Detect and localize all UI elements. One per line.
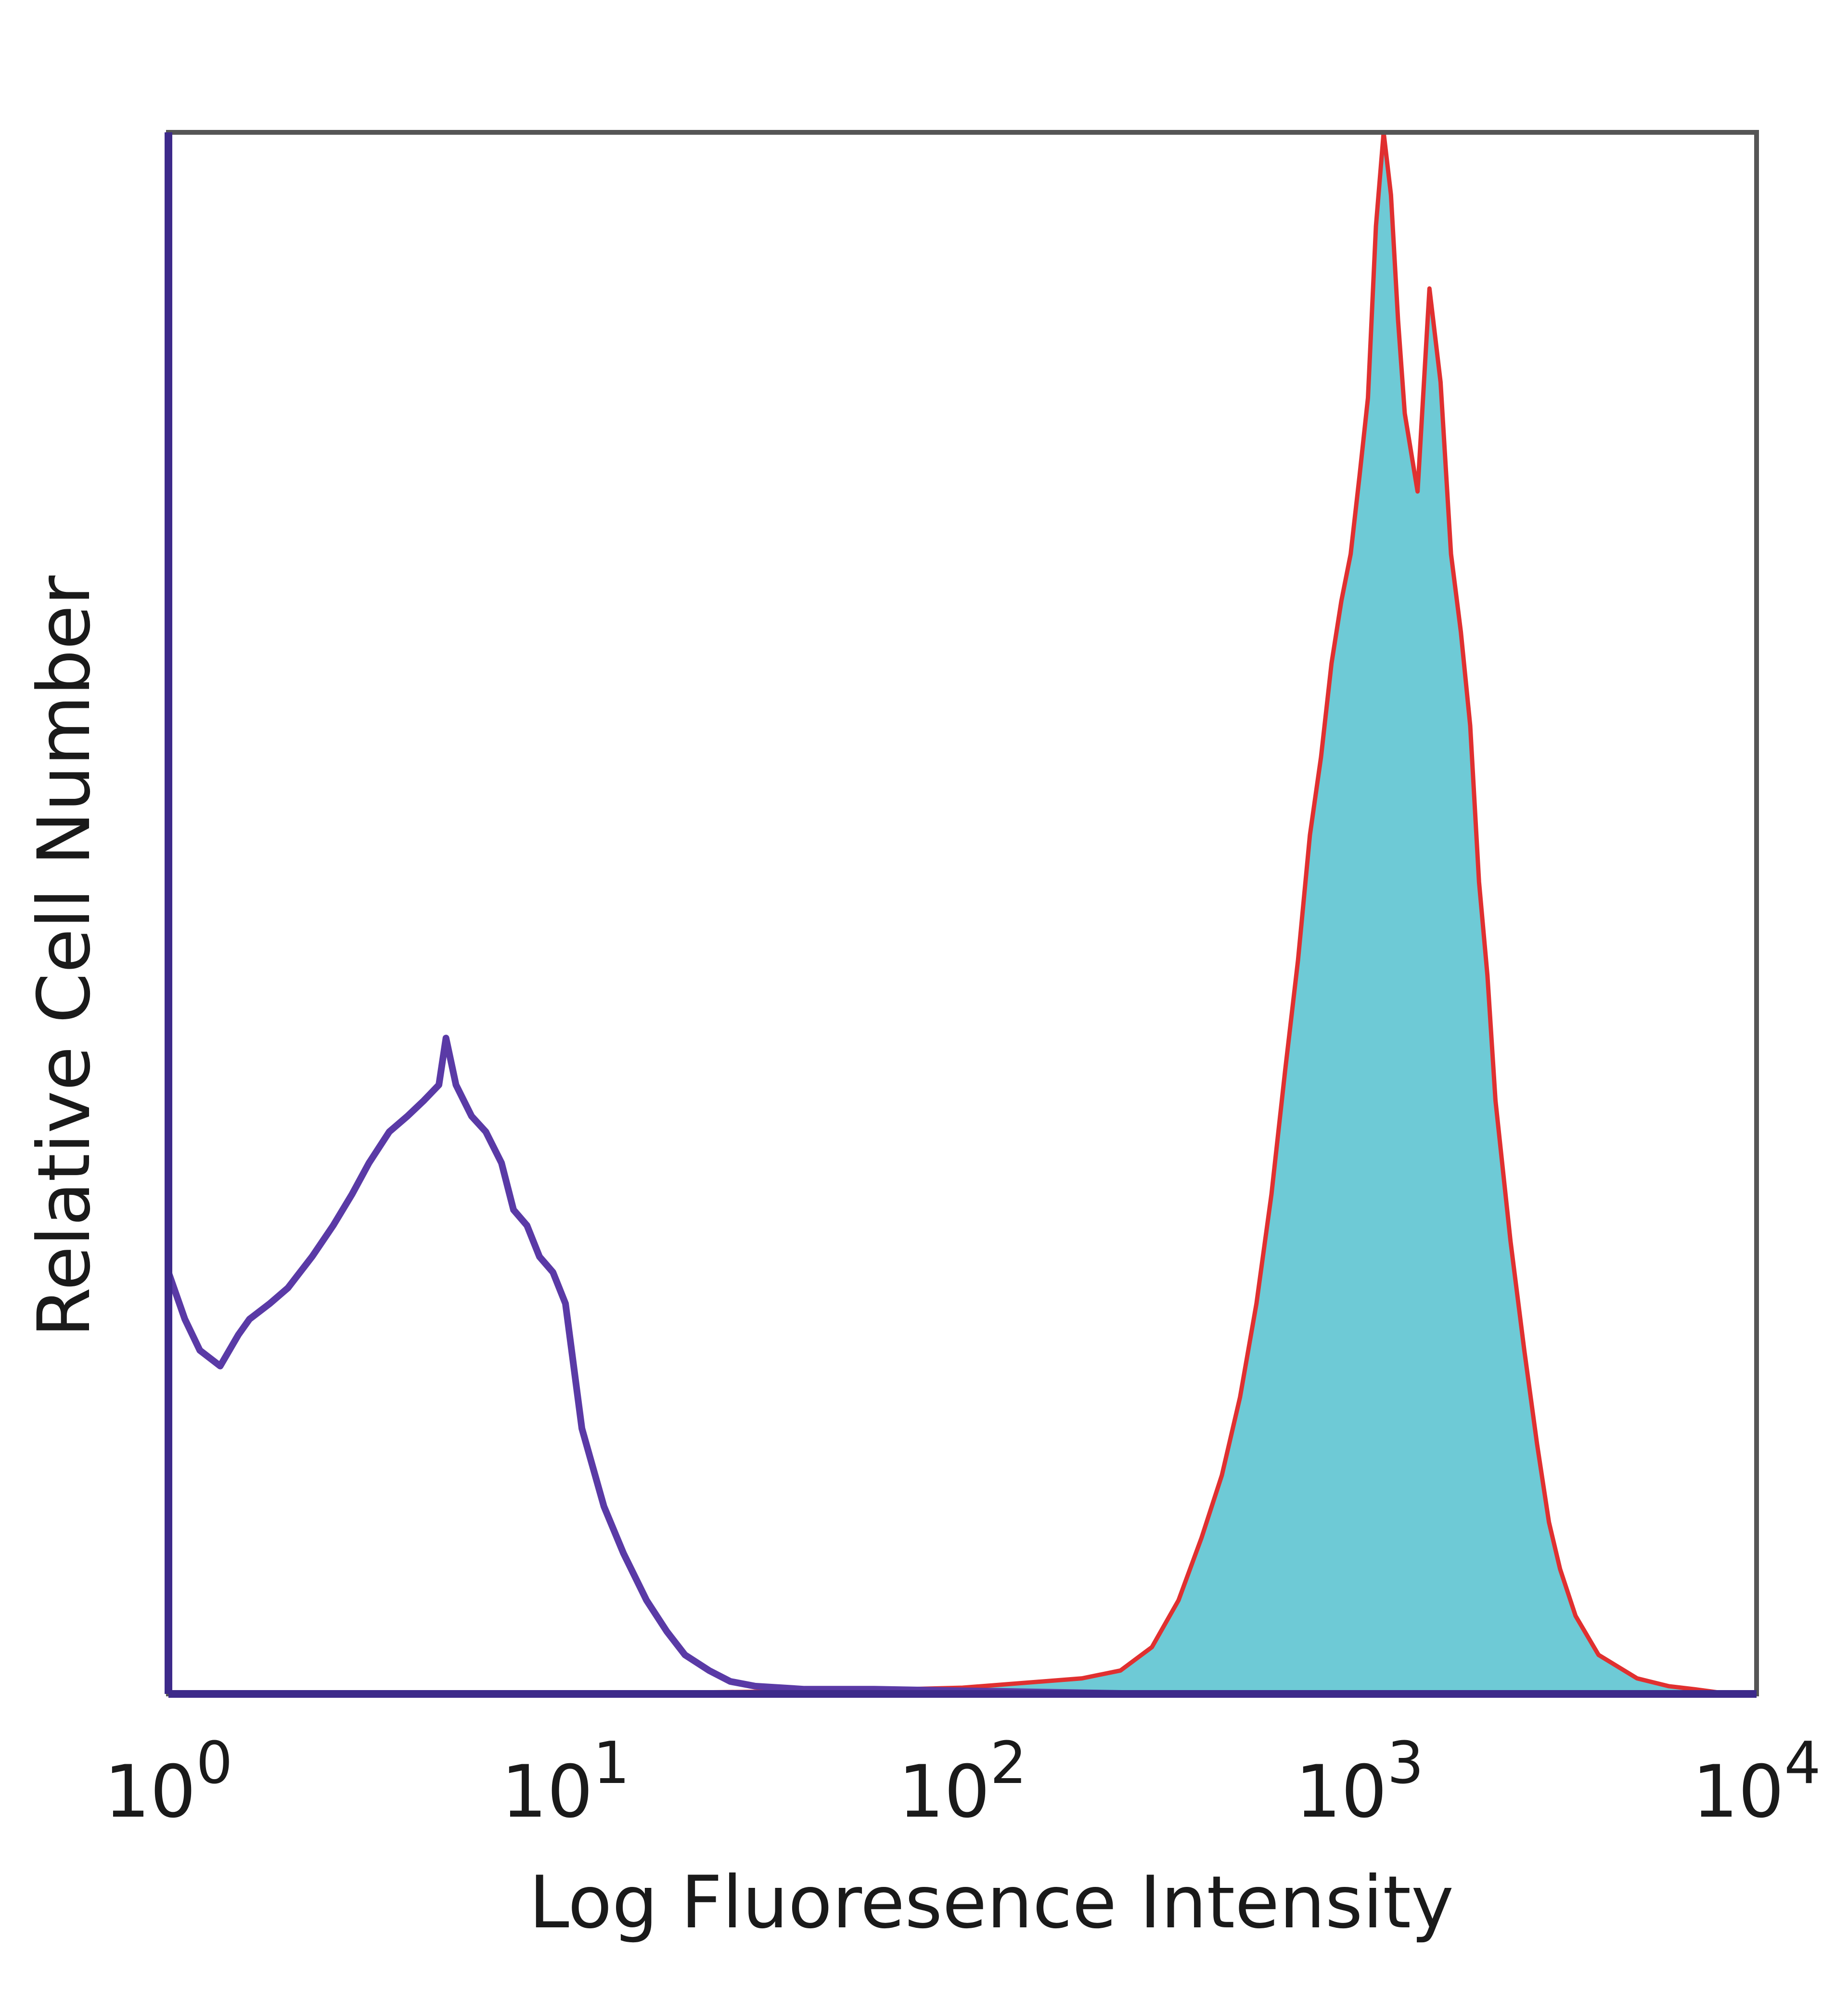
x-tick-label: 101: [501, 1730, 629, 1834]
stained-histogram-outline: [168, 130, 1757, 1696]
x-tick-label: 103: [1295, 1730, 1424, 1834]
x-tick-label: 100: [104, 1730, 232, 1834]
control-histogram-line: [165, 1035, 1757, 1697]
control-histogram: [165, 1035, 1757, 1697]
y-axis-label: Relative Cell Number: [23, 576, 106, 1338]
x-tick-labels: 100 101 102 103 104: [104, 1730, 1821, 1834]
x-tick-label: 104: [1692, 1730, 1821, 1834]
stained-histogram-fill: [168, 132, 1757, 1694]
plot-area: [165, 130, 1757, 1697]
x-tick-label: 102: [898, 1730, 1027, 1834]
stained-histogram: [168, 130, 1757, 1696]
x-axis-label: Log Fluoresence Intensity: [529, 1861, 1454, 1945]
